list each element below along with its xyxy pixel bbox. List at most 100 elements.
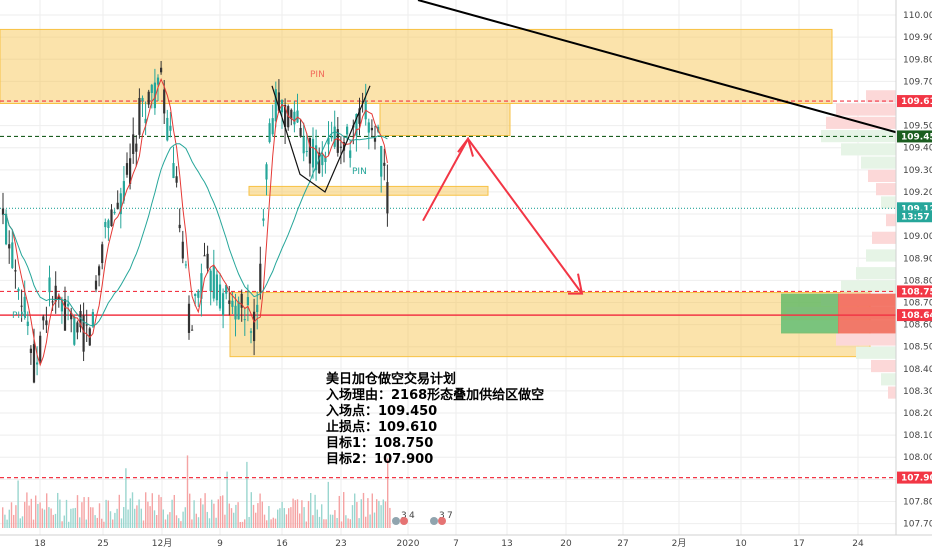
volume-bar [202,504,204,528]
candle-body [73,316,76,345]
candle-body [119,193,122,215]
volume-bar [279,508,281,528]
price-tick-label: 108.600 [903,321,932,331]
time-tick-label: 12月 [152,538,172,549]
price-tick-label: 108.500 [903,343,932,353]
candle-body [163,89,166,114]
time-tick-label: 13 [501,539,512,549]
price-tick-label: 109.500 [903,122,932,132]
candle-body [29,348,32,353]
candle-body [11,242,14,268]
candle-body [318,152,321,174]
time-tick-label: 27 [617,539,628,549]
volume-bar [219,496,222,528]
candle-body [79,310,82,328]
volume-bar [239,521,241,528]
volume-bar [270,519,272,528]
volume-bar [92,507,94,528]
volume-bar [107,500,109,528]
candle-body [153,82,156,109]
volume-bar [10,502,13,528]
plan-entry: 入场点：109.450 [326,404,438,419]
volume-bar [138,499,140,528]
volume-bar [131,492,134,528]
volume-bar [354,493,356,528]
volume-bar [321,504,323,528]
time-tick-label: 24 [852,539,864,549]
candle-body [265,164,268,180]
volume-bar [200,498,202,528]
candle-body [237,301,240,320]
price-tick-label: 108.000 [903,453,932,463]
price-tag-label: 107.908 [901,474,932,484]
volume-bar [285,514,288,528]
candle-body [299,127,302,137]
candle-body [132,134,135,155]
volume-bar [2,507,4,528]
volume-bar [288,508,290,528]
candle-body [367,122,370,133]
price-tick-label: 110.000 [903,11,932,21]
volume-bar [191,519,193,528]
price-tag [897,309,932,322]
volume-bar [171,499,173,528]
volume-bar [347,518,349,528]
candle-body [48,277,51,293]
candle-body [82,315,85,352]
price-tick-label: 108.100 [903,431,932,441]
candle-body [175,176,178,183]
forecast-arrowhead-up [457,136,474,157]
volume-bar [327,481,329,528]
volume-bar [211,499,213,528]
volume-bar [19,518,21,528]
volume-profile-row [841,280,896,293]
volume-profile-row [821,130,896,143]
candle-body [361,101,364,103]
candle-body [141,97,144,102]
candle-body [60,299,63,312]
volume-bar [182,511,184,528]
time-tick-label: 16 [276,539,288,549]
candle-body [135,143,138,152]
price-tag-label: 108.750 [901,287,932,297]
supply-zone-upper [0,28,833,104]
time-tick-label: 2月 [672,538,687,549]
volume-bar [17,480,19,528]
volume-bar [35,495,37,528]
chart-grid [0,0,896,535]
volume-bar [85,519,87,528]
time-tick-label: 25 [97,539,108,549]
volume-bar [268,506,270,528]
volume-bar [334,510,336,528]
volume-bars [2,455,391,528]
volume-bar [134,508,136,528]
volume-bar [123,507,125,528]
volume-bar [197,517,200,528]
volume-bar [65,499,68,528]
candle-body [5,213,8,245]
price-tick-label: 109.400 [903,144,932,154]
candle-body [70,312,73,320]
price-tick-label: 109.700 [903,77,932,87]
economic-event-icon [438,517,446,525]
candle-body [160,67,163,73]
candle-body [122,181,125,201]
candle-body [129,158,132,184]
candle-body [45,320,48,326]
volume-bar [332,514,334,528]
volume-bar [175,515,178,528]
candle-body [206,253,209,269]
candle-body [147,91,150,105]
candle-body [324,157,327,163]
volume-bar [356,502,358,528]
volume-bar [32,519,35,528]
moving-averages [2,77,388,367]
volume-bar [178,518,180,528]
volume-bar [184,507,186,528]
poc-sell-bar [838,293,896,334]
candle-body [268,123,271,143]
price-tick-label: 109.300 [903,166,932,176]
volume-bar [296,499,299,528]
candle-body [231,300,234,307]
